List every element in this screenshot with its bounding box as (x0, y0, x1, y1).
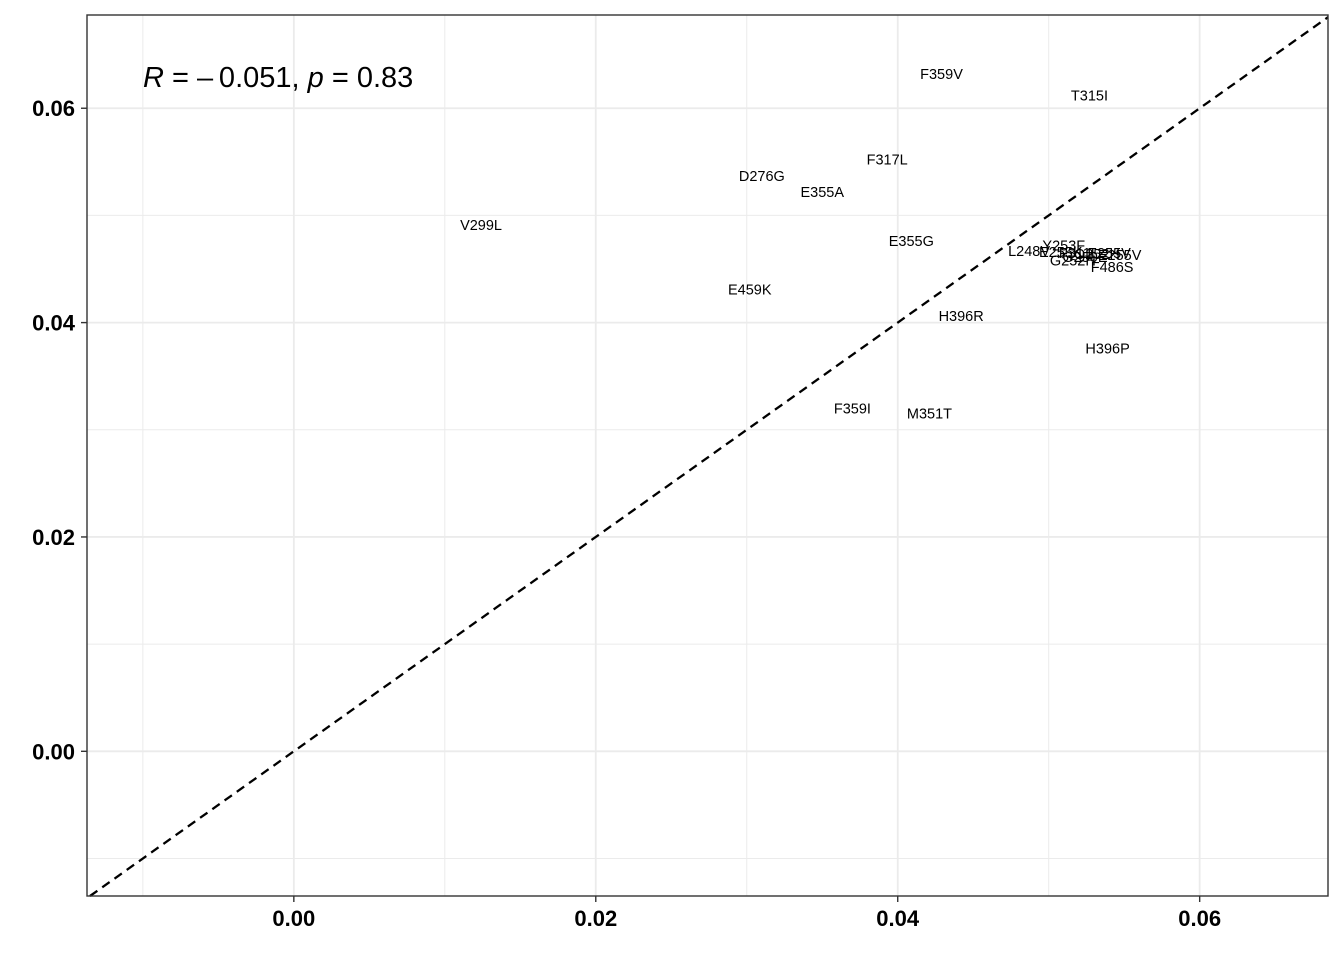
y-tick-label: 0.06 (32, 96, 75, 121)
point-label: T315I (1071, 88, 1108, 104)
panel-border (86, 14, 1329, 897)
point-label: E255K (1039, 245, 1083, 261)
annotation-r-value: = – 0.051, (164, 62, 308, 94)
identity-reference-line (89, 16, 1329, 897)
point-label: E255V (1087, 246, 1131, 262)
y-tick-label: 0.04 (32, 311, 76, 336)
point-labels: F359V T315I F317L D276G E355A V299L E355G Y253F… (460, 67, 1142, 423)
x-tick-label: 0.04 (876, 906, 920, 931)
annotation-r-symbol: R (143, 62, 164, 94)
correlation-annotation: R = – 0.051, p = 0.83 (143, 62, 413, 94)
point-label: F486S (1091, 260, 1134, 276)
point-label: D276G (739, 169, 785, 185)
y-tick-label: 0.02 (32, 525, 75, 550)
point-label: E255V (1098, 248, 1142, 264)
point-label: E355A (800, 185, 844, 201)
major-gridlines (87, 15, 1328, 896)
y-tick-label: 0.00 (32, 739, 75, 764)
point-label: H396P (1085, 341, 1129, 357)
point-label: G250E (1062, 250, 1107, 266)
point-label: F359I (834, 401, 871, 417)
point-label: E355G (889, 234, 934, 250)
point-label: Q252H (1074, 247, 1120, 263)
y-axis: 0.00 0.02 0.04 0.06 (32, 96, 87, 764)
panel-background (87, 15, 1328, 896)
x-tick-label: 0.00 (272, 906, 315, 931)
point-label: E459K (728, 282, 772, 298)
point-label: H396R (939, 309, 984, 325)
x-tick-label: 0.06 (1178, 906, 1221, 931)
x-axis: 0.00 0.02 0.04 0.06 (272, 896, 1221, 931)
point-label: V299L (460, 218, 502, 234)
annotation-p-value: = 0.83 (324, 62, 414, 94)
point-label: F317L (867, 153, 908, 169)
annotation-p-symbol: p (307, 62, 324, 94)
point-label: Y253F (1042, 238, 1085, 254)
point-label: M351T (907, 407, 952, 423)
point-label: F359V (920, 67, 963, 83)
point-label: L248V (1008, 244, 1050, 260)
point-label: F311L (1059, 246, 1099, 262)
x-tick-label: 0.02 (574, 906, 617, 931)
point-label: G252H (1050, 253, 1096, 269)
